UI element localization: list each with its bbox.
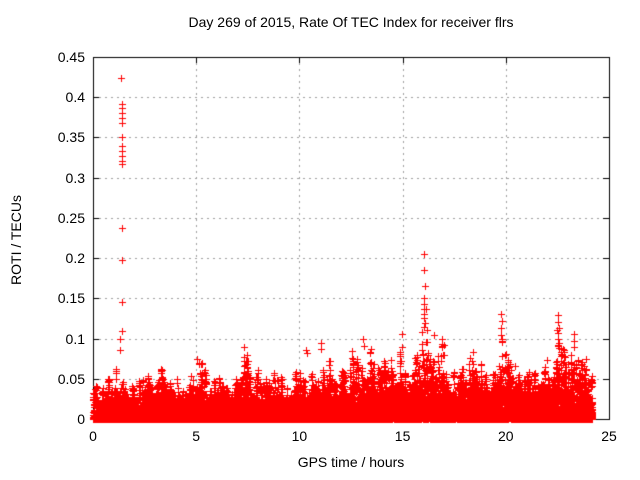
x-tick-label: 10 [291, 428, 308, 444]
x-tick-label: 0 [89, 428, 97, 444]
y-tick-label: 0.3 [65, 169, 85, 186]
y-tick-label: 0.15 [57, 290, 85, 307]
y-tick-label: 0.45 [57, 49, 85, 65]
y-tick-label: 0.1 [65, 330, 85, 347]
y-tick-label: 0.05 [57, 370, 85, 387]
x-tick-label: 15 [394, 428, 411, 444]
chart-title: Day 269 of 2015, Rate Of TEC Index for r… [188, 14, 514, 30]
y-tick-label: 0.2 [65, 250, 85, 267]
x-tick-label: 5 [192, 428, 201, 444]
x-tick-label: 25 [601, 428, 617, 444]
x-tick-label: 20 [498, 428, 514, 444]
y-tick-label: 0.35 [57, 129, 85, 146]
y-axis-label: ROTI / TECUs [8, 195, 24, 285]
y-tick-label: 0 [77, 411, 85, 427]
y-tick-label: 0.25 [57, 209, 85, 226]
x-axis-label: GPS time / hours [297, 454, 405, 470]
y-tick-label: 0.4 [65, 89, 85, 106]
